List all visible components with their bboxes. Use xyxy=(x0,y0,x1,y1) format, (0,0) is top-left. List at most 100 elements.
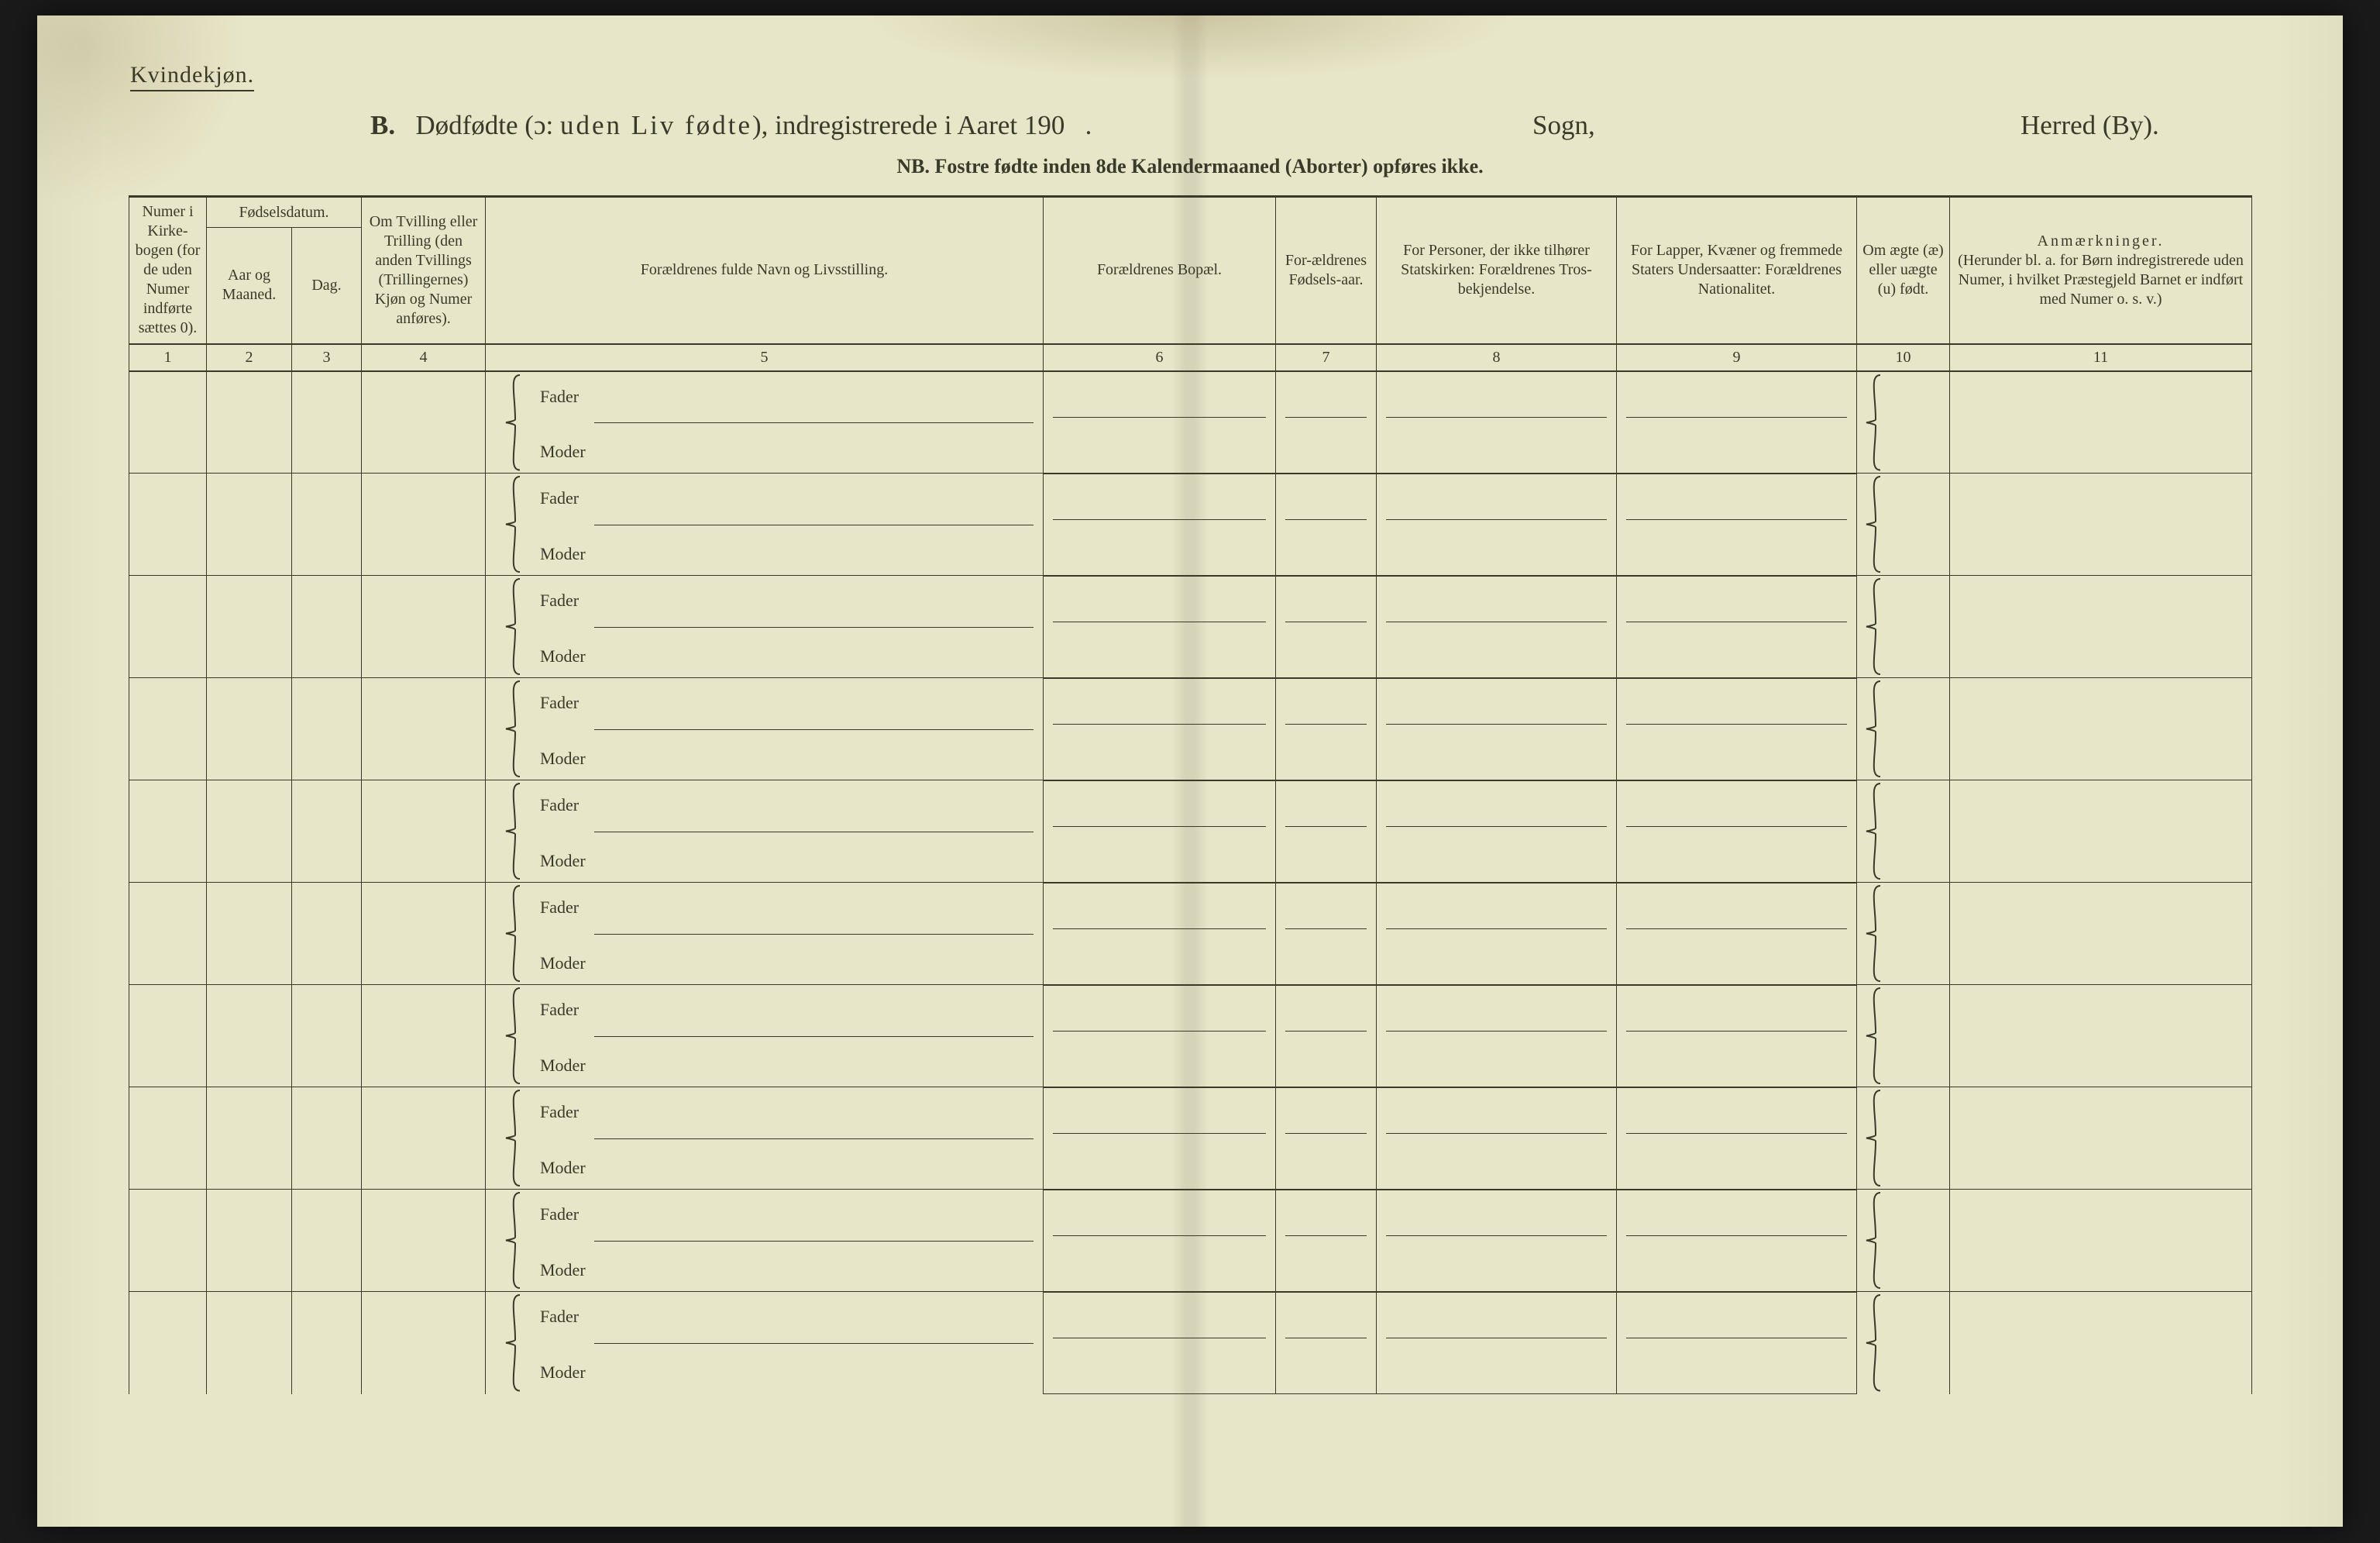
cell-twin xyxy=(362,780,486,883)
cell-faith-mother xyxy=(1377,627,1617,678)
mother-label: Moder xyxy=(540,1362,586,1383)
cell-remarks xyxy=(1950,1190,2252,1292)
cell-twin xyxy=(362,985,486,1087)
brace-icon xyxy=(1862,474,1876,575)
cell-faith-father xyxy=(1377,985,1617,1036)
cell-birthyear-father xyxy=(1276,1087,1377,1138)
brace-icon xyxy=(1862,1292,1876,1394)
cell-numer xyxy=(129,1190,207,1292)
col-header-3: Dag. xyxy=(292,228,362,344)
col-num-10: 10 xyxy=(1857,344,1950,371)
cell-nationality-father xyxy=(1617,1190,1857,1241)
cell-remarks xyxy=(1950,780,2252,883)
cell-birthyear-mother xyxy=(1276,422,1377,474)
cell-remarks xyxy=(1950,576,2252,678)
parent-divider xyxy=(594,1343,1034,1344)
col-num-6: 6 xyxy=(1044,344,1276,371)
cell-faith-father xyxy=(1377,1087,1617,1138)
cell-residence-mother xyxy=(1044,422,1276,474)
cell-day xyxy=(292,1190,362,1292)
cell-residence-mother xyxy=(1044,1036,1276,1087)
cell-nationality-father xyxy=(1617,576,1857,627)
cell-residence-father xyxy=(1044,474,1276,525)
cell-legitimacy xyxy=(1857,576,1950,678)
cell-parents: FaderModer xyxy=(486,1292,1044,1394)
cell-parents: Fader Moder xyxy=(486,576,1044,678)
cell-legitimacy xyxy=(1857,1087,1950,1190)
col-header-5: Forældrenes fulde Navn og Livsstilling. xyxy=(486,197,1044,344)
cell-faith-father xyxy=(1377,1190,1617,1241)
col-num-1: 1 xyxy=(129,344,207,371)
parent-divider xyxy=(594,1036,1034,1037)
form-title-line: B. Dødfødte (ɔ: uden Liv fødte), indregi… xyxy=(37,110,2343,141)
cell-twin xyxy=(362,678,486,780)
cell-nationality-mother xyxy=(1617,525,1857,576)
mother-label: Moder xyxy=(540,850,586,872)
col-header-4: Om Tvilling eller Trilling (den anden Tv… xyxy=(362,197,486,344)
cell-birthyear-mother xyxy=(1276,525,1377,576)
mother-label: Moder xyxy=(540,646,586,667)
gender-heading: Kvindekjøn. xyxy=(130,62,254,91)
brace-icon xyxy=(501,780,524,882)
cell-parents: FaderModer xyxy=(486,780,1044,883)
cell-remarks xyxy=(1950,371,2252,474)
brace-icon xyxy=(501,1087,524,1189)
cell-nationality-father xyxy=(1617,474,1857,525)
cell-faith-mother xyxy=(1377,729,1617,780)
register-table: Numer i Kirke-bogen (for de uden Numer i… xyxy=(129,195,2252,1394)
cell-nationality-father xyxy=(1617,1087,1857,1138)
cell-numer xyxy=(129,1292,207,1394)
father-label: Fader xyxy=(540,590,579,611)
cell-birthyear-father xyxy=(1276,780,1377,832)
cell-nationality-mother xyxy=(1617,1138,1857,1190)
father-label: Fader xyxy=(540,1204,579,1225)
cell-day xyxy=(292,1292,362,1394)
cell-year-month xyxy=(207,1190,292,1292)
mother-label: Moder xyxy=(540,543,586,565)
cell-residence-father xyxy=(1044,678,1276,729)
cell-faith-father xyxy=(1377,780,1617,832)
col-header-11: Anmærkninger. (Herunder bl. a. for Børn … xyxy=(1950,197,2252,344)
cell-nationality-mother xyxy=(1617,832,1857,883)
parent-divider xyxy=(594,729,1034,730)
cell-numer xyxy=(129,985,207,1087)
col-header-9: For Lapper, Kvæner og fremmede Staters U… xyxy=(1617,197,1857,344)
cell-nationality-mother xyxy=(1617,1343,1857,1394)
brace-icon xyxy=(1862,883,1876,984)
mother-label: Moder xyxy=(540,748,586,770)
col-num-2: 2 xyxy=(207,344,292,371)
cell-legitimacy xyxy=(1857,985,1950,1087)
cell-numer xyxy=(129,371,207,474)
cell-residence-father xyxy=(1044,576,1276,627)
cell-year-month xyxy=(207,780,292,883)
cell-twin xyxy=(362,1292,486,1394)
cell-nationality-mother xyxy=(1617,934,1857,985)
cell-parents: FaderModer xyxy=(486,883,1044,985)
cell-birthyear-father xyxy=(1276,371,1377,422)
mother-label: Moder xyxy=(540,441,586,463)
cell-year-month xyxy=(207,1087,292,1190)
mother-label: Moder xyxy=(540,1055,586,1076)
cell-parents: Fader Moder xyxy=(486,371,1044,474)
cell-faith-mother xyxy=(1377,1343,1617,1394)
cell-nationality-mother xyxy=(1617,422,1857,474)
cell-day xyxy=(292,576,362,678)
brace-icon xyxy=(501,576,524,677)
col-header-1: Numer i Kirke-bogen (for de uden Numer i… xyxy=(129,197,207,344)
brace-icon xyxy=(1862,780,1876,882)
cell-parents: FaderModer xyxy=(486,474,1044,576)
table-row: FaderModer xyxy=(129,474,2252,525)
father-label: Fader xyxy=(540,386,579,408)
brace-icon xyxy=(501,474,524,575)
cell-faith-father xyxy=(1377,371,1617,422)
table-row: FaderModer xyxy=(129,985,2252,1036)
parent-divider xyxy=(594,1138,1034,1139)
col-header-8: For Personer, der ikke tilhører Statskir… xyxy=(1377,197,1617,344)
table-row: FaderModer xyxy=(129,1292,2252,1343)
section-letter: B. xyxy=(370,110,395,140)
cell-nationality-father xyxy=(1617,780,1857,832)
parent-divider xyxy=(594,934,1034,935)
cell-legitimacy xyxy=(1857,780,1950,883)
brace-icon xyxy=(501,1190,524,1291)
register-table-wrap: Numer i Kirke-bogen (for de uden Numer i… xyxy=(129,195,2251,1394)
